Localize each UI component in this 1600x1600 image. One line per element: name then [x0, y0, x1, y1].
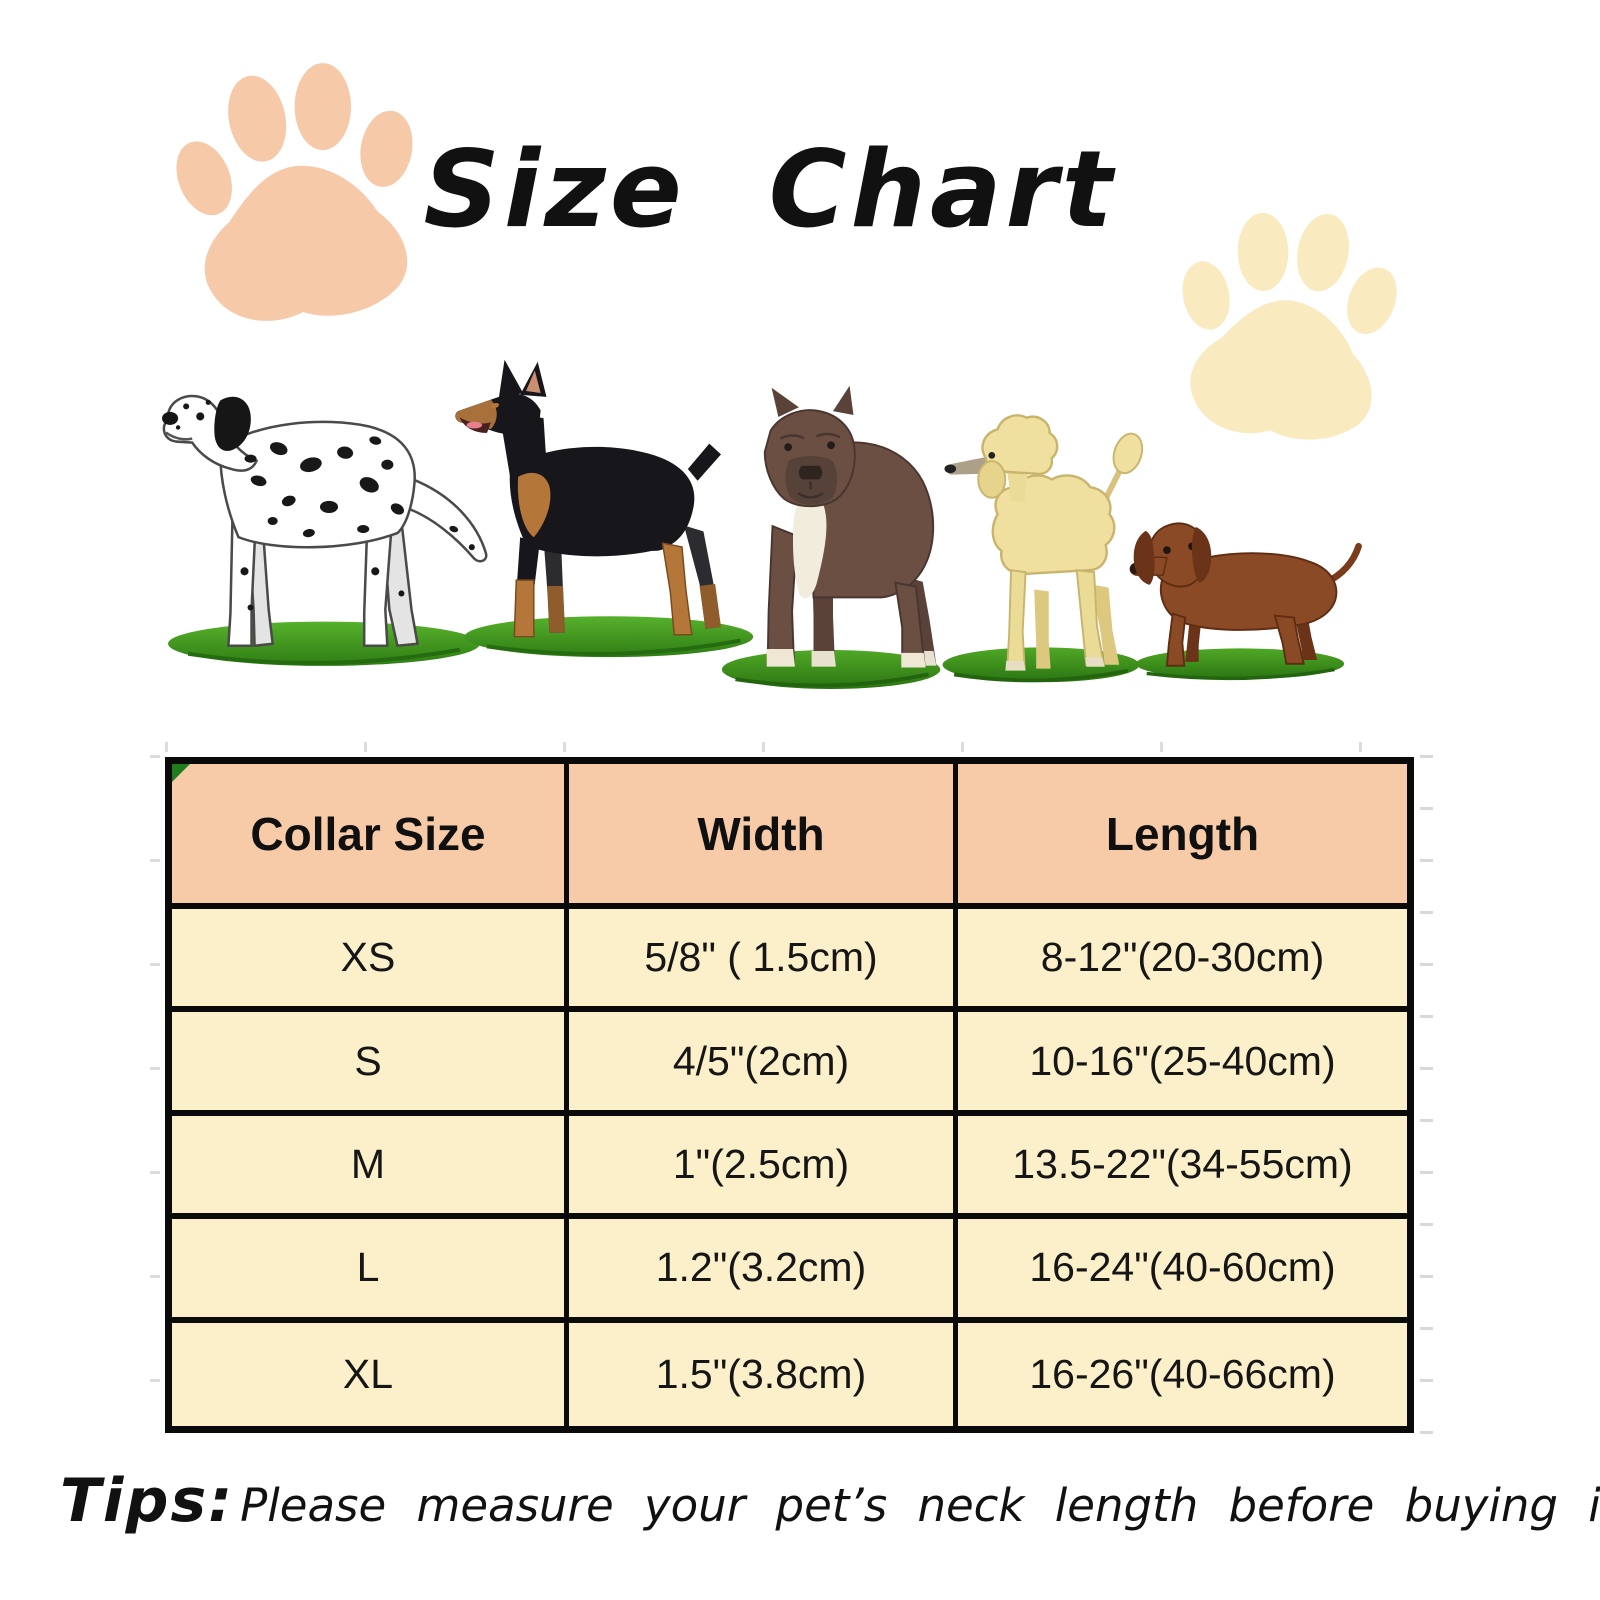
dachshund-dog-icon: [1129, 522, 1362, 681]
paw-print-icon-right: [1182, 212, 1397, 440]
width-header: Width: [569, 764, 958, 909]
width-cell: 1"(2.5cm): [569, 1115, 958, 1220]
gridline-ticks-top: [165, 742, 1415, 752]
tips-text: Please measure your pet’s neck length be…: [240, 1479, 1600, 1532]
poodle-dog-icon: [942, 414, 1144, 683]
page-title: Size Chart: [423, 128, 1117, 251]
dalmatian-spots: [175, 399, 475, 611]
length-header: Length: [958, 764, 1407, 909]
excel-corner-marker: [172, 764, 190, 782]
width-cell: 4/5"(2cm): [569, 1012, 958, 1116]
tips-label: Tips:: [60, 1466, 235, 1536]
length-cell: 10-16"(25-40cm): [958, 1012, 1407, 1116]
length-cell: 16-24"(40-60cm): [958, 1219, 1407, 1323]
doberman-dog-icon: [455, 359, 754, 658]
paw-print-icon-left: [176, 63, 413, 321]
collar-size-header: Collar Size: [172, 764, 569, 909]
gridline-ticks-left: [150, 755, 160, 1435]
pit-bull-dog-icon: [721, 385, 941, 689]
collar-size-cell: XS: [172, 909, 569, 1013]
width-cell: 5/8" ( 1.5cm): [569, 909, 958, 1013]
length-cell: 13.5-22"(34-55cm): [958, 1115, 1407, 1220]
length-cell: 16-26"(40-66cm): [958, 1322, 1407, 1426]
dalmatian-dog-icon: [162, 394, 488, 666]
width-cell: 1.2"(3.2cm): [569, 1219, 958, 1323]
tips-line: Tips: Please measure your pet’s neck leng…: [60, 1466, 1600, 1536]
collar-size-cell: L: [172, 1219, 569, 1323]
collar-size-cell: M: [172, 1115, 569, 1220]
collar-size-cell: XL: [172, 1322, 569, 1426]
width-cell: 1.5"(3.8cm): [569, 1322, 958, 1426]
collar-size-cell: S: [172, 1012, 569, 1116]
gridline-ticks-right: [1420, 755, 1433, 1435]
size-table: Collar Size Width Length XS 5/8" ( 1.5cm…: [165, 757, 1414, 1433]
length-cell: 8-12"(20-30cm): [958, 909, 1407, 1013]
